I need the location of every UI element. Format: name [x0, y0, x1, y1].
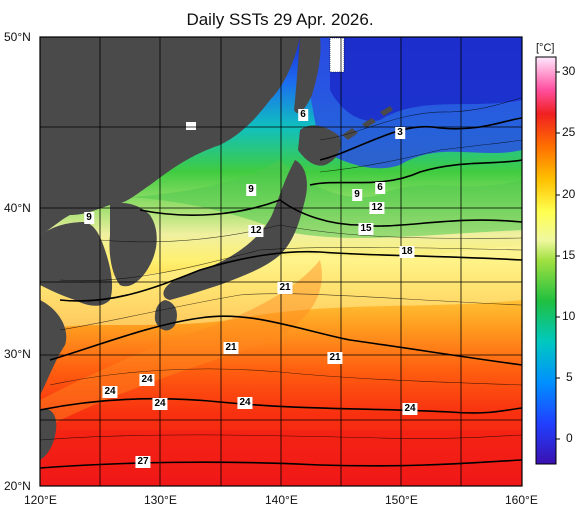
contour-label: 12	[369, 202, 385, 214]
colorbar-tick-label: 5	[566, 370, 573, 384]
map-title: Daily SSTs 29 Apr. 2026.	[186, 10, 374, 29]
lat-label: 30°N	[4, 347, 31, 361]
korean-peninsula	[109, 203, 157, 287]
lon-label: 120°E	[24, 493, 57, 507]
east-china-coast	[40, 300, 67, 395]
contour-label: 3	[395, 127, 405, 139]
contour-label: 24	[237, 397, 253, 409]
contour-label: 6	[298, 109, 308, 121]
contour-label: 24	[139, 374, 155, 386]
sakhalin	[294, 37, 321, 114]
cold-water	[330, 37, 522, 121]
asian-continent	[40, 37, 300, 235]
lat-label: 50°N	[4, 30, 31, 44]
colorbar-ticks	[556, 71, 560, 440]
contour-label: 24	[102, 386, 118, 398]
contour-label: 12	[248, 225, 264, 237]
honshu	[163, 160, 307, 300]
colorbar	[535, 56, 557, 465]
contour-label: 21	[277, 282, 293, 294]
map-frame	[39, 36, 523, 487]
contour-label: 9	[352, 189, 362, 201]
lake-khanka	[186, 122, 196, 130]
contour-label: 9	[84, 212, 94, 224]
colorbar-unit: [°C]	[536, 42, 555, 54]
contour-label: 21	[327, 352, 343, 364]
contour-label: 9	[246, 184, 256, 196]
colorbar-tick-label: 25	[562, 125, 576, 139]
lat-label: 40°N	[4, 201, 31, 215]
taiwan	[40, 408, 57, 460]
lon-label: 150°E	[385, 493, 418, 507]
contour-label: 24	[402, 403, 418, 415]
contour-label: 21	[223, 342, 239, 354]
colorbar-tick-label: 20	[562, 187, 576, 201]
colorbar-tick-label: 10	[562, 309, 576, 323]
contour-label: 15	[358, 223, 374, 235]
lat-label: 20°N	[4, 479, 31, 493]
colorbar-tick-label: 0	[566, 431, 573, 445]
lon-label: 160°E	[505, 493, 538, 507]
graticule	[40, 37, 522, 486]
colorbar-tick-label: 30	[562, 64, 576, 78]
north-china-coast	[40, 222, 113, 306]
sea-ice	[329, 37, 345, 73]
hokkaido	[298, 125, 341, 166]
lon-label: 130°E	[144, 493, 177, 507]
lon-label: 140°E	[265, 493, 298, 507]
colorbar-tick-label: 15	[562, 248, 576, 262]
contour-label: 24	[152, 398, 168, 410]
contour-label: 27	[135, 456, 151, 468]
contour-label: 18	[399, 246, 415, 258]
contour-label: 6	[375, 182, 385, 194]
